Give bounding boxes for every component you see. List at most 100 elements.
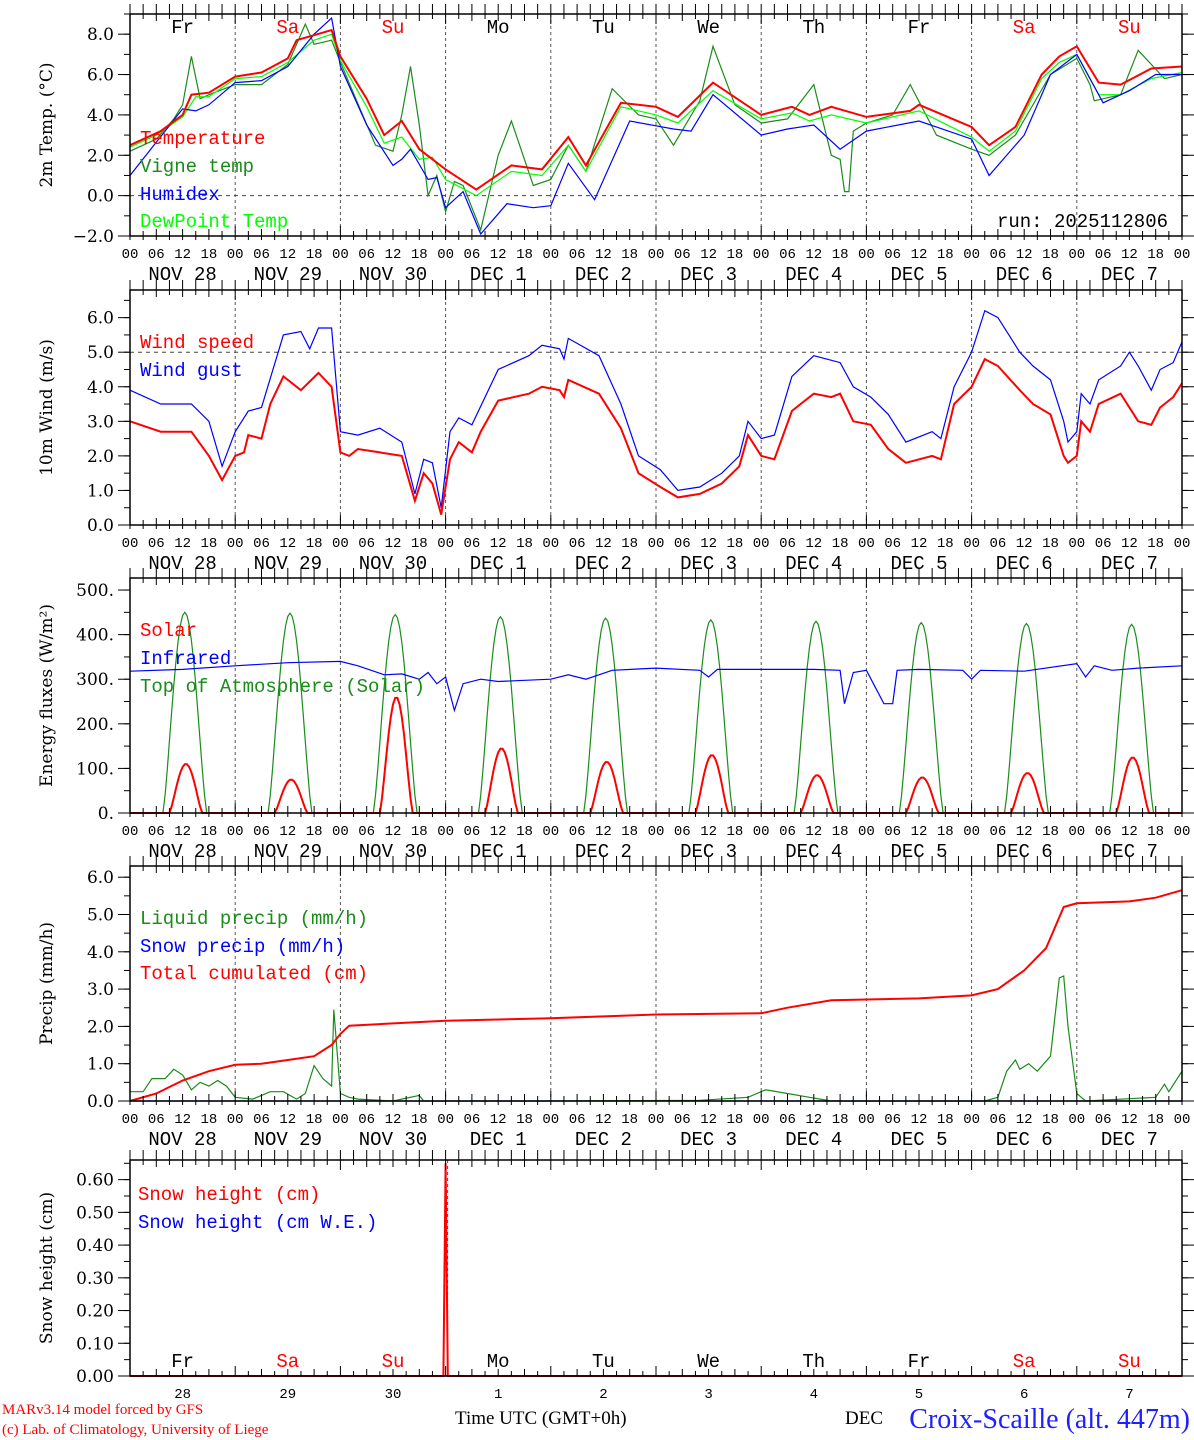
- hour-label: 00: [227, 1112, 244, 1128]
- hour-label: 12: [385, 824, 402, 840]
- date-label: DEC 6: [996, 1129, 1053, 1151]
- hour-label: 00: [122, 824, 139, 840]
- hour-label: 12: [174, 824, 191, 840]
- hour-label: 18: [621, 536, 638, 552]
- hour-label: 12: [700, 536, 717, 552]
- hour-label: 06: [779, 1112, 796, 1128]
- date-label: DEC 3: [680, 264, 737, 286]
- hour-label: 12: [174, 536, 191, 552]
- hour-label: 06: [569, 536, 586, 552]
- hour-label: 12: [1016, 247, 1033, 263]
- date-label: NOV 30: [359, 553, 427, 575]
- y-tick-label: −2.0: [73, 227, 114, 247]
- hour-label: 06: [463, 1112, 480, 1128]
- legend-entry: Wind speed: [140, 332, 254, 354]
- y-tick-label: 5.0: [87, 343, 114, 363]
- hour-label: 12: [1121, 1112, 1138, 1128]
- y-tick-label: 5.0: [87, 905, 114, 925]
- hour-label: 12: [595, 1112, 612, 1128]
- date-label: NOV 29: [254, 264, 322, 286]
- hour-label: 06: [148, 536, 165, 552]
- weekday-label: Th: [802, 1351, 825, 1373]
- weekday-label: Mo: [487, 17, 510, 39]
- station-name: Croix-Scaille (alt. 447m): [909, 1404, 1190, 1435]
- hour-label: 00: [1174, 247, 1191, 263]
- hour-label: 18: [516, 1112, 533, 1128]
- legend-entry: Humidex: [140, 184, 220, 206]
- hour-label: 18: [937, 824, 954, 840]
- hour-label: 00: [648, 1112, 665, 1128]
- panel-5: 0.00 0.10 0.20 0.30 0.40 0.50 0.60 Snow height …: [37, 1150, 1194, 1403]
- hour-label: 00: [648, 824, 665, 840]
- hour-label: 12: [911, 247, 928, 263]
- date-label: DEC 2: [575, 841, 632, 863]
- hour-label: 12: [595, 824, 612, 840]
- hour-label: 06: [779, 824, 796, 840]
- date-label: NOV 30: [359, 264, 427, 286]
- hour-label: 12: [911, 1112, 928, 1128]
- hour-label: 18: [200, 824, 217, 840]
- hour-label: 06: [569, 247, 586, 263]
- hour-label: 06: [779, 536, 796, 552]
- day-number-label: 28: [174, 1387, 191, 1403]
- weekday-label: Tu: [592, 17, 615, 39]
- date-label: DEC 2: [575, 553, 632, 575]
- hour-label: 00: [753, 824, 770, 840]
- day-number-label: 30: [385, 1387, 402, 1403]
- y-tick-label: 1.0: [87, 1055, 114, 1075]
- hour-label: 18: [1042, 247, 1059, 263]
- hour-label: 00: [858, 824, 875, 840]
- day-number-label: 7: [1125, 1387, 1133, 1403]
- date-label: DEC 7: [1101, 1129, 1158, 1151]
- y-tick-label: 2.0: [87, 1017, 114, 1037]
- date-label: DEC 5: [890, 1129, 947, 1151]
- hour-label: 18: [306, 536, 323, 552]
- date-label: NOV 30: [359, 841, 427, 863]
- hour-label: 12: [805, 824, 822, 840]
- date-label: DEC 3: [680, 553, 737, 575]
- weekday-label: Su: [382, 17, 405, 39]
- hour-label: 12: [279, 536, 296, 552]
- legend-entry: Top of Atmosphere (Solar): [140, 676, 425, 698]
- hour-label: 00: [227, 824, 244, 840]
- y-axis-label: Energy fluxes (W/m²): [37, 604, 57, 787]
- y-tick-label: 500.: [76, 581, 114, 601]
- legend-entry: Liquid precip (mm/h): [140, 908, 368, 930]
- hour-label: 00: [858, 536, 875, 552]
- series-wind-speed: [129, 357, 1183, 515]
- date-label: NOV 29: [254, 1129, 322, 1151]
- hour-label: 06: [884, 824, 901, 840]
- hour-label: 06: [989, 536, 1006, 552]
- hour-label: 06: [1095, 824, 1112, 840]
- legend-entry: Wind gust: [140, 360, 243, 382]
- weekday-label: Tu: [592, 1351, 615, 1373]
- hour-label: 06: [884, 536, 901, 552]
- hour-label: 06: [148, 1112, 165, 1128]
- hour-label: 12: [385, 247, 402, 263]
- series-dewpoint-temp: [129, 33, 1183, 197]
- hour-label: 12: [1121, 536, 1138, 552]
- hour-label: 00: [648, 247, 665, 263]
- weekday-label: Th: [802, 17, 825, 39]
- date-label: DEC 4: [785, 553, 842, 575]
- date-label: DEC 2: [575, 1129, 632, 1151]
- hour-label: 00: [858, 247, 875, 263]
- hour-label: 18: [832, 824, 849, 840]
- y-tick-label: 4.0: [87, 106, 114, 126]
- hour-label: 12: [490, 824, 507, 840]
- weekday-label: Mo: [487, 1351, 510, 1373]
- hour-label: 18: [411, 824, 428, 840]
- panel-2: 0.0 1.0 2.0 3.0 4.0 5.0 6.0 10m Wind (m/s) 00 06 1…: [37, 280, 1194, 575]
- hour-label: 18: [200, 247, 217, 263]
- hour-label: 00: [963, 824, 980, 840]
- day-number-label: 2: [599, 1387, 607, 1403]
- hour-label: 12: [911, 536, 928, 552]
- date-label: NOV 28: [148, 264, 216, 286]
- hour-label: 18: [411, 1112, 428, 1128]
- hour-label: 06: [253, 1112, 270, 1128]
- legend-entry: Snow height (cm W.E.): [138, 1212, 377, 1234]
- hour-label: 12: [385, 1112, 402, 1128]
- hour-label: 00: [1068, 536, 1085, 552]
- hour-label: 00: [332, 824, 349, 840]
- hour-label: 12: [700, 824, 717, 840]
